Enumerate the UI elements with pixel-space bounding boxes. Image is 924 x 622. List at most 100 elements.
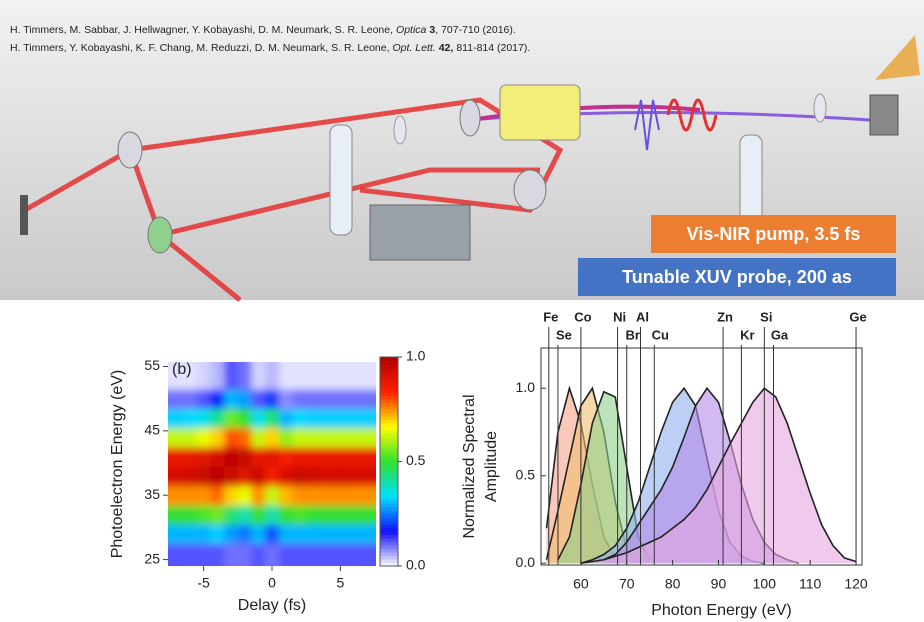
colorbar-step: [380, 492, 398, 497]
y-tick-label: 35: [144, 486, 160, 502]
colorbar-step: [380, 499, 398, 504]
x-axis-label: Photon Energy (eV): [651, 602, 792, 619]
heatmap-cell: [196, 427, 211, 448]
x-axis-label: Delay (fs): [238, 597, 306, 614]
mirror: [459, 99, 481, 137]
heatmap-cell: [210, 389, 225, 409]
colorbar-step: [380, 496, 398, 501]
y-axis-label: Photoelectron Energy (eV): [109, 370, 126, 559]
heatmap-cell: [306, 362, 321, 390]
heatmap-cell: [306, 504, 321, 525]
colorbar-step: [380, 510, 398, 515]
heatmap-cell: [183, 446, 198, 467]
heatmap-cell: [196, 543, 211, 566]
colorbar-step: [380, 440, 398, 445]
heatmap-cell: [210, 446, 225, 467]
y-tick-label: 55: [144, 357, 160, 373]
heatmap-cell: [319, 427, 335, 448]
heatmap-cell: [196, 362, 211, 390]
heatmap-cell: [333, 389, 348, 409]
colorbar-step: [380, 468, 398, 473]
heatmap-cell: [278, 524, 294, 544]
heatmap-cell: [237, 389, 252, 409]
edge-label: Fe: [543, 309, 558, 324]
colorbar-step: [380, 475, 398, 480]
heatmap-cell: [251, 485, 266, 506]
wedges: [369, 204, 471, 261]
colorbar-step: [380, 391, 398, 396]
heatmap-cell: [360, 362, 376, 390]
heatmap-cell: [319, 524, 335, 544]
colorbar-step: [380, 409, 398, 414]
heatmap-cell: [210, 427, 225, 448]
heatmap-cell: [319, 485, 335, 506]
heatmap-cell: [292, 524, 307, 544]
colorbar-step: [380, 426, 398, 431]
heatmap-cell: [224, 446, 239, 467]
heatmap-cell: [333, 446, 348, 467]
xuv-pulse: [634, 99, 660, 151]
lens: [393, 115, 407, 145]
heatmap-cell: [360, 543, 376, 566]
colorbar-step: [380, 517, 398, 522]
heatmap-cell: [224, 362, 239, 390]
heatmap-cell: [319, 466, 335, 487]
heatmap-cell: [210, 543, 225, 566]
heatmap-cell: [251, 543, 266, 566]
heatmap-cell: [292, 466, 307, 487]
heatmap-cell: [183, 427, 198, 448]
colorbar-tick-label: 0.5: [406, 452, 426, 468]
heatmap-cell: [347, 362, 362, 390]
ir-pulse: [666, 98, 718, 132]
heatmap-cell: [196, 446, 211, 467]
colorbar-step: [380, 534, 398, 539]
colorbar-step: [380, 395, 398, 400]
heatmap-cell: [168, 389, 184, 409]
colorbar-step: [380, 419, 398, 424]
heatmap-cell: [251, 427, 266, 448]
colorbar-tick-label: 1.0: [406, 348, 426, 364]
heatmap-cell: [210, 485, 225, 506]
colorbar-step: [380, 527, 398, 532]
y-axis-label: Amplitude: [483, 431, 500, 502]
ref-authors: H. Timmers, M. Sabbar, J. Hellwagner, Y.…: [10, 24, 393, 36]
heatmap-cell: [306, 408, 321, 429]
colorbar-step: [380, 384, 398, 389]
colorbar-step: [380, 471, 398, 476]
x-tick-label: 100: [753, 576, 777, 592]
ref-volume: 42,: [439, 42, 454, 54]
heatmap-cell: [251, 466, 266, 487]
heatmap-cell: [333, 485, 348, 506]
heatmap-cell: [347, 389, 362, 409]
heatmap-cell: [237, 408, 252, 429]
edge-label: Ge: [849, 309, 866, 324]
colorbar-step: [380, 531, 398, 536]
ref-journal: Opt. Lett.: [393, 42, 436, 54]
colorbar-step: [380, 545, 398, 550]
x-tick-label: 5: [337, 575, 345, 591]
colorbar-step: [380, 559, 398, 564]
colorbar-step: [380, 388, 398, 393]
lens: [813, 93, 827, 123]
colorbar-step: [380, 402, 398, 407]
heatmap-cell: [319, 362, 335, 390]
heatmap-cell: [237, 362, 252, 390]
colorbar-step: [380, 430, 398, 435]
colorbar-step: [380, 513, 398, 518]
heatmap-cell: [292, 504, 307, 525]
label-box: [651, 215, 896, 253]
colorbar-step: [380, 503, 398, 508]
heatmap-cell: [265, 485, 280, 506]
heatmap-cell: [183, 362, 198, 390]
mirror: [20, 195, 28, 235]
edge-label: Cu: [652, 327, 669, 342]
heatmap-cell: [183, 466, 198, 487]
heatmap-cell: [347, 485, 362, 506]
colorbar-step: [380, 520, 398, 525]
edge-label: Si: [760, 309, 772, 324]
colorbar-step: [380, 538, 398, 543]
heatmap-cell: [333, 466, 348, 487]
heatmap-cell: [168, 362, 184, 390]
label-text: Vis-NIR pump, 3.5 fs: [687, 224, 861, 244]
heatmap-cell: [278, 485, 294, 506]
